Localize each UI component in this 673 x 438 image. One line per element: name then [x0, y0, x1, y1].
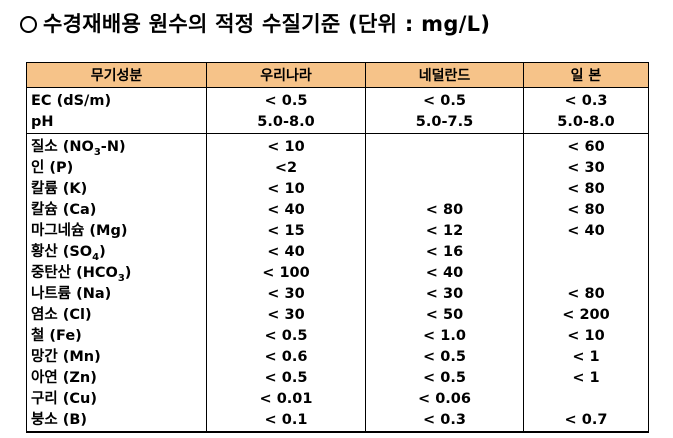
value-netherlands: < 50	[365, 305, 524, 326]
component-name: 나트륨 (Na)	[26, 284, 207, 305]
value-netherlands: < 0.5	[365, 87, 524, 112]
value-netherlands: < 1.0	[365, 326, 524, 347]
value-korea: 5.0-8.0	[206, 112, 366, 134]
header-netherlands: 네덜란드	[365, 62, 524, 88]
value-netherlands: < 40	[365, 263, 524, 284]
component-name: 중탄산 (HCO3)	[26, 263, 207, 284]
value-korea: < 40	[206, 242, 366, 263]
value-korea: < 0.5	[206, 326, 366, 347]
value-japan: < 0.7	[523, 410, 649, 433]
value-japan: 5.0-8.0	[523, 112, 649, 134]
value-japan: < 200	[523, 305, 649, 326]
value-japan: < 40	[523, 221, 649, 242]
value-netherlands: < 0.06	[365, 389, 524, 410]
component-name: 염소 (Cl)	[26, 305, 207, 326]
value-korea: < 0.6	[206, 347, 366, 368]
table-row: 구리 (Cu) < 0.01 < 0.06	[26, 389, 649, 410]
table-row: 염소 (Cl) < 30 < 50 < 200	[26, 305, 649, 326]
value-netherlands: < 0.5	[365, 368, 524, 389]
table-row: EC (dS/m) < 0.5 < 0.5 < 0.3	[26, 87, 649, 112]
header-japan: 일 본	[523, 62, 649, 88]
header-row: 무기성분 우리나라 네덜란드 일 본	[26, 62, 649, 88]
table-row: 아연 (Zn) < 0.5 < 0.5 < 1	[26, 368, 649, 389]
page-title: 수경재배용 원수의 적정 수질기준 (단위 : mg/L)	[20, 8, 490, 38]
table-row: 나트륨 (Na) < 30 < 30 < 80	[26, 284, 649, 305]
value-korea: < 40	[206, 200, 366, 221]
header-component: 무기성분	[26, 62, 207, 88]
value-netherlands	[365, 158, 524, 179]
value-japan: < 80	[523, 200, 649, 221]
table-row: 칼슘 (Ca) < 40 < 80 < 80	[26, 200, 649, 221]
value-korea: < 15	[206, 221, 366, 242]
table-row: 붕소 (B) < 0.1 < 0.3 < 0.7	[26, 410, 649, 433]
table-row: 황산 (SO4) < 40 < 16	[26, 242, 649, 263]
table-row: 인 (P) <2 < 30	[26, 158, 649, 179]
value-korea: < 0.5	[206, 368, 366, 389]
component-name: 철 (Fe)	[26, 326, 207, 347]
value-netherlands	[365, 179, 524, 200]
component-name: 아연 (Zn)	[26, 368, 207, 389]
value-korea: < 0.5	[206, 87, 366, 112]
value-netherlands: < 12	[365, 221, 524, 242]
value-korea: < 10	[206, 133, 366, 158]
value-japan: < 80	[523, 179, 649, 200]
value-japan	[523, 263, 649, 284]
table-body: EC (dS/m) < 0.5 < 0.5 < 0.3 pH 5.0-8.0 5.0-7.5…	[26, 87, 649, 433]
component-name: 마그네슘 (Mg)	[26, 221, 207, 242]
value-japan: < 1	[523, 368, 649, 389]
component-name: pH	[26, 112, 207, 134]
value-japan	[523, 389, 649, 410]
value-netherlands: < 16	[365, 242, 524, 263]
value-korea: <2	[206, 158, 366, 179]
value-korea: < 0.1	[206, 410, 366, 433]
value-japan: < 0.3	[523, 87, 649, 112]
value-netherlands: < 0.3	[365, 410, 524, 433]
table-row: pH 5.0-8.0 5.0-7.5 5.0-8.0	[26, 112, 649, 134]
value-netherlands: 5.0-7.5	[365, 112, 524, 134]
value-korea: < 30	[206, 305, 366, 326]
table-row: 망간 (Mn) < 0.6 < 0.5 < 1	[26, 347, 649, 368]
value-japan: < 10	[523, 326, 649, 347]
component-name: 칼슘 (Ca)	[26, 200, 207, 221]
component-name: EC (dS/m)	[26, 87, 207, 112]
water-quality-table: 무기성분 우리나라 네덜란드 일 본 EC (dS/m) < 0.5 < 0.5 < …	[26, 62, 649, 433]
value-japan	[523, 242, 649, 263]
title-text: 수경재배용 원수의 적정 수질기준 (단위 : mg/L)	[43, 12, 491, 36]
component-name: 칼륨 (K)	[26, 179, 207, 200]
header-korea: 우리나라	[206, 62, 366, 88]
table-row: 중탄산 (HCO3) < 100 < 40	[26, 263, 649, 284]
component-name: 망간 (Mn)	[26, 347, 207, 368]
component-name: 붕소 (B)	[26, 410, 207, 433]
value-netherlands: < 80	[365, 200, 524, 221]
value-korea: < 100	[206, 263, 366, 284]
component-name: 구리 (Cu)	[26, 389, 207, 410]
component-name: 황산 (SO4)	[26, 242, 207, 263]
value-korea: < 0.01	[206, 389, 366, 410]
value-japan: < 60	[523, 133, 649, 158]
table-row: 철 (Fe) < 0.5 < 1.0 < 10	[26, 326, 649, 347]
value-netherlands: < 0.5	[365, 347, 524, 368]
table-row: 칼륨 (K) < 10 < 80	[26, 179, 649, 200]
circle-icon	[20, 16, 37, 33]
value-japan: < 30	[523, 158, 649, 179]
value-korea: < 10	[206, 179, 366, 200]
value-japan: < 80	[523, 284, 649, 305]
value-korea: < 30	[206, 284, 366, 305]
value-netherlands	[365, 133, 524, 158]
component-name: 질소 (NO3-N)	[26, 133, 207, 158]
component-name: 인 (P)	[26, 158, 207, 179]
table-row: 질소 (NO3-N) < 10 < 60	[26, 133, 649, 158]
value-netherlands: < 30	[365, 284, 524, 305]
table-row: 마그네슘 (Mg) < 15 < 12 < 40	[26, 221, 649, 242]
value-japan: < 1	[523, 347, 649, 368]
